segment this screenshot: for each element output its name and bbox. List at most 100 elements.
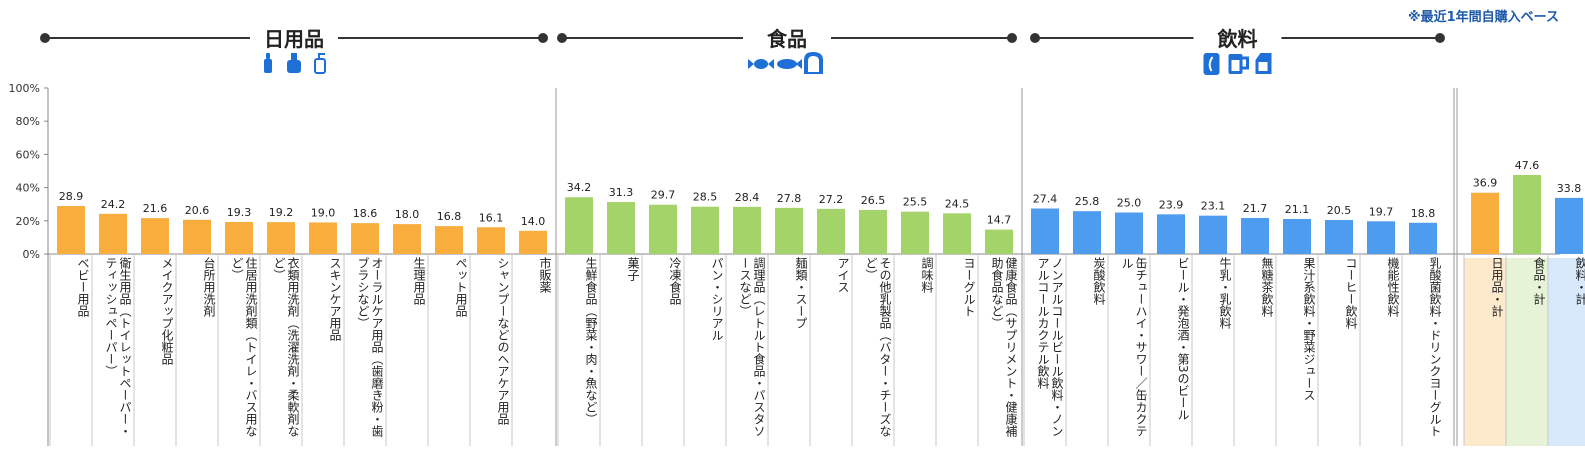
y-tick-label: 40% bbox=[16, 182, 40, 195]
category-label: ヨーグルト bbox=[962, 257, 976, 317]
value-label: 25.0 bbox=[1117, 197, 1142, 210]
bar bbox=[985, 229, 1013, 254]
bar bbox=[225, 221, 253, 254]
category-label: 菓子 bbox=[626, 257, 640, 281]
bottle-icon bbox=[1208, 56, 1214, 72]
category-label: 無糖茶飲料 bbox=[1260, 257, 1274, 317]
category-label: 機能性飲料 bbox=[1386, 257, 1400, 317]
value-label: 23.9 bbox=[1159, 198, 1184, 211]
candy-icon bbox=[748, 59, 774, 69]
category-label: ビール・発泡酒・第3のビール bbox=[1176, 257, 1190, 421]
value-label: 20.5 bbox=[1327, 204, 1352, 217]
pump-bottle-icon bbox=[314, 58, 326, 74]
value-label: 18.6 bbox=[353, 207, 378, 220]
category-label: 衣類用洗剤（洗濯洗剤・柔軟剤など） bbox=[272, 257, 300, 437]
bar bbox=[1241, 217, 1269, 254]
bar bbox=[607, 202, 635, 254]
category-label: 炭酸飲料 bbox=[1092, 257, 1106, 305]
value-label: 36.9 bbox=[1473, 177, 1498, 190]
bar bbox=[1157, 214, 1185, 254]
bar bbox=[1471, 192, 1499, 254]
category-label: 調味料 bbox=[920, 257, 934, 293]
fish-icon bbox=[796, 59, 802, 69]
value-label: 47.6 bbox=[1515, 159, 1540, 172]
bar bbox=[859, 210, 887, 254]
value-label: 18.8 bbox=[1411, 207, 1436, 220]
value-label: 34.2 bbox=[567, 181, 592, 194]
category-label: 住居用洗剤類（トイレ・バス用など） bbox=[230, 257, 258, 437]
category-label: アイス bbox=[836, 257, 850, 293]
total-label-background bbox=[1506, 258, 1548, 446]
bar bbox=[1325, 219, 1353, 254]
category-label: オーラルケア用品（歯磨き粉・歯ブラシなど） bbox=[356, 257, 384, 437]
value-label: 28.9 bbox=[59, 190, 84, 203]
category-label: 健康食品（サプリメント・健康補助食品など） bbox=[990, 257, 1018, 437]
category-label: 麺類・スープ bbox=[794, 257, 808, 329]
value-label: 19.7 bbox=[1369, 205, 1394, 218]
value-label: 33.8 bbox=[1557, 182, 1582, 195]
category-label: 牛乳・乳飲料 bbox=[1218, 257, 1232, 329]
category-label: 衛生用品（トイレットペーパー・ティッシュペーパー） bbox=[104, 257, 132, 437]
header-dot bbox=[1030, 33, 1040, 43]
group-title: 飲料 bbox=[1217, 27, 1258, 51]
value-label: 31.3 bbox=[609, 186, 634, 199]
bar bbox=[1283, 218, 1311, 254]
y-tick-label: 80% bbox=[16, 115, 40, 128]
bar bbox=[733, 206, 761, 254]
bar bbox=[519, 230, 547, 254]
base-note: ※最近1年間自購入ベース bbox=[1407, 10, 1559, 25]
baby-bottle-icon bbox=[266, 53, 270, 59]
bar bbox=[649, 204, 677, 254]
bar bbox=[1031, 208, 1059, 254]
category-label: スキンケア用品 bbox=[328, 257, 342, 341]
category-label: ノンアルコールビール飲料・ノンアルコールカクテル飲料 bbox=[1036, 257, 1064, 437]
header-dot bbox=[1435, 33, 1445, 43]
header-dot bbox=[557, 33, 567, 43]
total-label-background bbox=[1548, 258, 1585, 446]
bar bbox=[775, 207, 803, 254]
category-label: 生鮮食品（野菜・肉・魚など） bbox=[584, 257, 598, 425]
bar bbox=[1513, 174, 1541, 254]
milk-carton-icon bbox=[1258, 62, 1268, 71]
bar bbox=[1115, 212, 1143, 254]
value-label: 23.1 bbox=[1201, 200, 1226, 213]
value-label: 21.6 bbox=[143, 202, 168, 215]
bar bbox=[99, 213, 127, 254]
value-label: 24.5 bbox=[945, 197, 970, 210]
group-title: 食品 bbox=[767, 27, 807, 51]
header-dot bbox=[538, 33, 548, 43]
category-label: コーヒー飲料 bbox=[1344, 257, 1358, 329]
bar bbox=[691, 206, 719, 254]
category-label: 市販薬 bbox=[538, 257, 552, 293]
value-label: 25.8 bbox=[1075, 195, 1100, 208]
category-label: 調理品（レトルト食品・パスタソースなど） bbox=[738, 257, 766, 437]
beer-mug-icon bbox=[1242, 56, 1249, 70]
value-label: 19.0 bbox=[311, 206, 336, 219]
bar bbox=[351, 223, 379, 254]
bar bbox=[393, 224, 421, 254]
value-label: 28.4 bbox=[735, 191, 760, 204]
bar bbox=[141, 218, 169, 254]
bar bbox=[901, 211, 929, 254]
total-label-background bbox=[1464, 258, 1506, 446]
value-label: 19.3 bbox=[227, 206, 252, 219]
category-label: 冷凍食品 bbox=[668, 257, 682, 305]
category-label: 果汁系飲料・野菜ジュース bbox=[1302, 257, 1316, 401]
category-label: ベビー用品 bbox=[76, 257, 90, 317]
bar bbox=[309, 222, 337, 254]
total-label: 食品・計 bbox=[1532, 257, 1546, 305]
bar bbox=[435, 226, 463, 254]
value-label: 21.1 bbox=[1285, 203, 1310, 216]
value-label: 21.7 bbox=[1243, 202, 1268, 215]
value-label: 27.4 bbox=[1033, 193, 1058, 206]
value-label: 24.2 bbox=[101, 198, 126, 211]
baby-bottle-icon bbox=[264, 59, 272, 73]
pump-bottle-icon bbox=[318, 53, 325, 59]
group-title: 日用品 bbox=[264, 27, 324, 51]
category-label: ペット用品 bbox=[454, 257, 468, 317]
beer-mug-icon bbox=[1231, 60, 1240, 71]
bar bbox=[1199, 215, 1227, 254]
y-tick-label: 100% bbox=[9, 82, 40, 95]
category-label: 缶チューハイ・サワー／缶カクテル bbox=[1120, 257, 1148, 437]
category-label: パン・シリアル bbox=[710, 257, 724, 341]
